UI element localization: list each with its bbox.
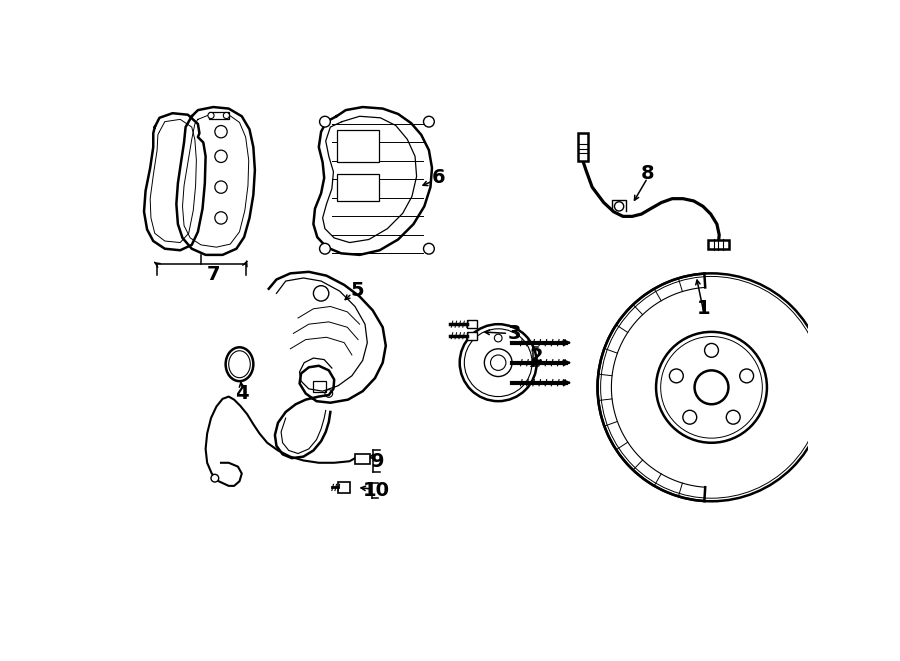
Bar — [355, 453, 371, 464]
Polygon shape — [269, 272, 386, 458]
Circle shape — [215, 126, 227, 138]
Circle shape — [215, 150, 227, 163]
Circle shape — [705, 344, 718, 358]
Bar — [466, 332, 477, 340]
Text: 1: 1 — [697, 299, 711, 319]
Circle shape — [740, 369, 753, 383]
Bar — [337, 174, 379, 201]
Circle shape — [683, 410, 697, 424]
Bar — [313, 381, 326, 392]
Circle shape — [215, 181, 227, 193]
Bar — [707, 240, 729, 249]
Text: 4: 4 — [235, 384, 248, 403]
Ellipse shape — [226, 347, 254, 381]
Circle shape — [670, 369, 683, 383]
Text: 8: 8 — [641, 164, 654, 182]
Circle shape — [223, 112, 230, 118]
Text: 2: 2 — [530, 347, 544, 366]
Circle shape — [726, 410, 740, 424]
Circle shape — [695, 370, 728, 405]
Circle shape — [460, 324, 536, 401]
Circle shape — [215, 212, 227, 224]
Bar — [337, 130, 379, 163]
Text: 7: 7 — [207, 266, 220, 284]
Text: 9: 9 — [372, 451, 385, 471]
Bar — [466, 321, 477, 328]
Circle shape — [424, 116, 435, 127]
Bar — [209, 112, 229, 120]
Text: 6: 6 — [431, 169, 445, 187]
Polygon shape — [144, 113, 205, 251]
Circle shape — [208, 112, 214, 118]
Circle shape — [598, 274, 825, 501]
Bar — [579, 134, 588, 161]
Polygon shape — [176, 107, 255, 255]
Text: 10: 10 — [363, 481, 390, 500]
Circle shape — [320, 116, 330, 127]
Circle shape — [211, 475, 219, 482]
Text: 5: 5 — [350, 281, 365, 300]
Bar — [338, 482, 350, 493]
Circle shape — [320, 243, 330, 254]
Text: 3: 3 — [508, 324, 521, 343]
Circle shape — [424, 243, 435, 254]
Polygon shape — [313, 107, 432, 255]
